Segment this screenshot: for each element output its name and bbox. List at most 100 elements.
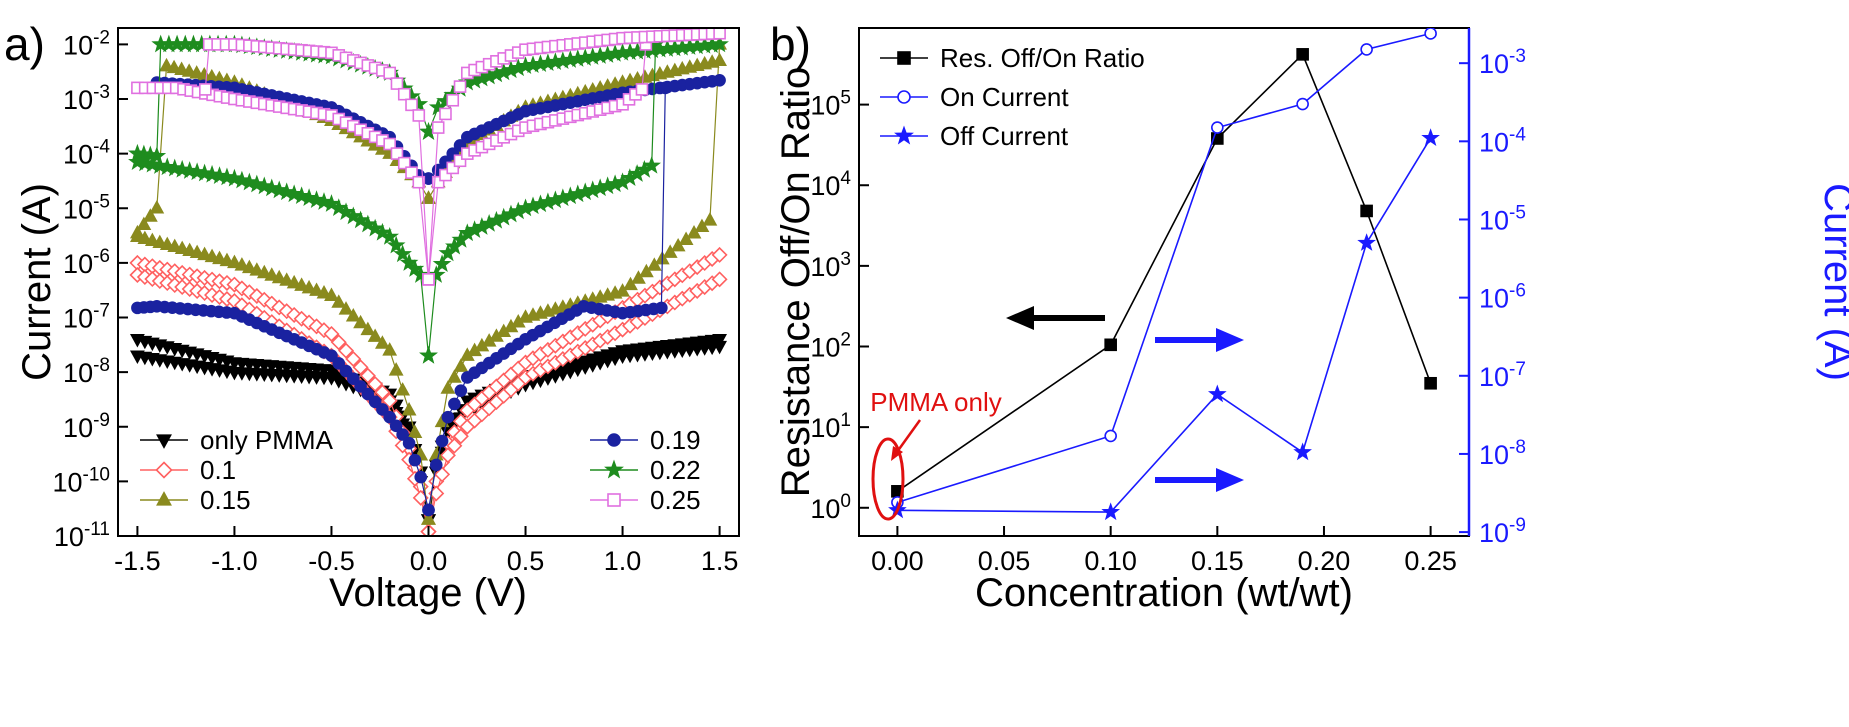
- data-point: [174, 240, 190, 255]
- data-point: [390, 147, 404, 160]
- data-point: [439, 168, 452, 182]
- data-point: [401, 402, 417, 416]
- data-point: [352, 359, 369, 376]
- data-point: [383, 410, 396, 424]
- panel-a-y-axis: 10-11 10-10 10-9 10-8 10-7 10-6 10-5 10-4 10-3 10…: [52, 27, 128, 552]
- legend-marker: [897, 51, 911, 65]
- data-point: [440, 380, 456, 394]
- data-point: [390, 77, 404, 90]
- legend-label: On Current: [940, 82, 1069, 112]
- data-point: [642, 155, 661, 174]
- data-point: [397, 87, 411, 101]
- data-point: [623, 276, 638, 291]
- series-line: [897, 32, 1431, 504]
- data-point: [361, 387, 375, 401]
- data-point: [339, 364, 353, 378]
- data-point: [359, 367, 376, 384]
- data-point: [182, 242, 198, 257]
- x-tick-label: 0.5: [507, 546, 545, 576]
- panel-a-x-axis: -1.5 -1.0 -0.5 0.0 0.5 1.0 1.5: [114, 526, 738, 576]
- data-point: [422, 273, 435, 286]
- panel-b-x-axis-label: Concentration (wt/wt): [975, 571, 1353, 615]
- data-point: [686, 225, 702, 239]
- data-point: [439, 447, 456, 464]
- data-point: [448, 397, 461, 411]
- data-point: [1360, 43, 1373, 56]
- data-point: [189, 244, 205, 259]
- x-tick-label: -0.5: [308, 546, 355, 576]
- series-res-off-on-ratio: [891, 48, 1437, 498]
- data-point: [1296, 48, 1309, 61]
- data-point: [325, 349, 338, 362]
- data-point: [380, 227, 400, 245]
- data-point: [1296, 97, 1309, 111]
- series-0.1: [129, 246, 728, 536]
- data-point: [1424, 376, 1437, 390]
- legend-marker: [897, 90, 911, 104]
- data-point: [453, 154, 467, 168]
- data-point: [713, 28, 726, 40]
- data-point: [301, 279, 317, 294]
- data-point: [429, 458, 443, 472]
- data-point: [694, 218, 710, 233]
- data-point: [345, 350, 362, 367]
- panel-a-y-axis-label: Current (A): [15, 183, 59, 381]
- data-point: [435, 434, 449, 448]
- panel-b-x-axis: 0.00 0.05 0.10 0.15 0.20 0.25: [871, 526, 1457, 576]
- panel-a-label: a): [4, 18, 45, 70]
- right-y-tick-label: 10-7: [1479, 359, 1526, 392]
- data-point: [199, 83, 212, 96]
- data-point: [712, 52, 727, 67]
- data-point: [393, 244, 412, 263]
- data-point: [330, 334, 347, 351]
- data-point: [373, 222, 392, 241]
- y-tick-label: 10-3: [63, 82, 110, 115]
- arrow-right-icon: [1155, 328, 1244, 352]
- chart-panel-a: a) -1.5 -1.0 -0.5 0.0 0.5 1.0 1.5 10-1110-1010…: [4, 18, 740, 615]
- y-tick-label: 10-7: [63, 301, 110, 334]
- data-point: [1360, 204, 1373, 218]
- data-point: [376, 403, 389, 416]
- data-point: [646, 257, 662, 271]
- data-point: [414, 470, 428, 484]
- data-point: [286, 274, 302, 289]
- x-tick-label: 0.20: [1298, 546, 1351, 576]
- data-point: [631, 270, 646, 284]
- arrow-right-icon: [1155, 468, 1244, 492]
- data-point: [264, 267, 280, 281]
- data-point: [401, 421, 417, 436]
- series-0.19: [131, 74, 726, 517]
- data-point: [388, 362, 404, 376]
- legend-item: Off Current: [880, 121, 1069, 151]
- panel-b-legend: Res. Off/On Ratio On Current Off Current: [880, 43, 1145, 151]
- y-tick-label: 10-6: [63, 246, 110, 279]
- data-point: [592, 351, 608, 365]
- data-point: [710, 34, 729, 53]
- data-point: [655, 301, 668, 315]
- data-point: [204, 248, 220, 263]
- data-point: [166, 59, 182, 74]
- data-point: [338, 301, 354, 315]
- legend-label: 0.22: [650, 455, 701, 485]
- data-point: [189, 65, 205, 79]
- data-point: [452, 428, 469, 445]
- data-point: [1104, 338, 1117, 352]
- data-point: [405, 98, 418, 112]
- data-point: [431, 175, 445, 189]
- data-point: [234, 257, 250, 271]
- chart-panel-b: b) 0.00 0.05 0.10 0.15 0.20 0.25 100 101 102 103…: [770, 18, 1849, 615]
- legend-item: 0.22: [590, 455, 701, 485]
- series-off-current: [888, 128, 1440, 521]
- data-point: [271, 269, 287, 284]
- data-point: [294, 277, 310, 291]
- data-point: [396, 428, 409, 441]
- data-point: [381, 392, 398, 409]
- legend-label: 0.19: [650, 425, 701, 455]
- data-point: [1357, 233, 1376, 251]
- right-y-tick-label: 10-6: [1479, 281, 1526, 314]
- data-point: [149, 199, 165, 214]
- legend-marker: [156, 491, 172, 506]
- data-point: [419, 345, 438, 364]
- x-tick-label: 0.15: [1191, 546, 1244, 576]
- data-point: [454, 384, 468, 397]
